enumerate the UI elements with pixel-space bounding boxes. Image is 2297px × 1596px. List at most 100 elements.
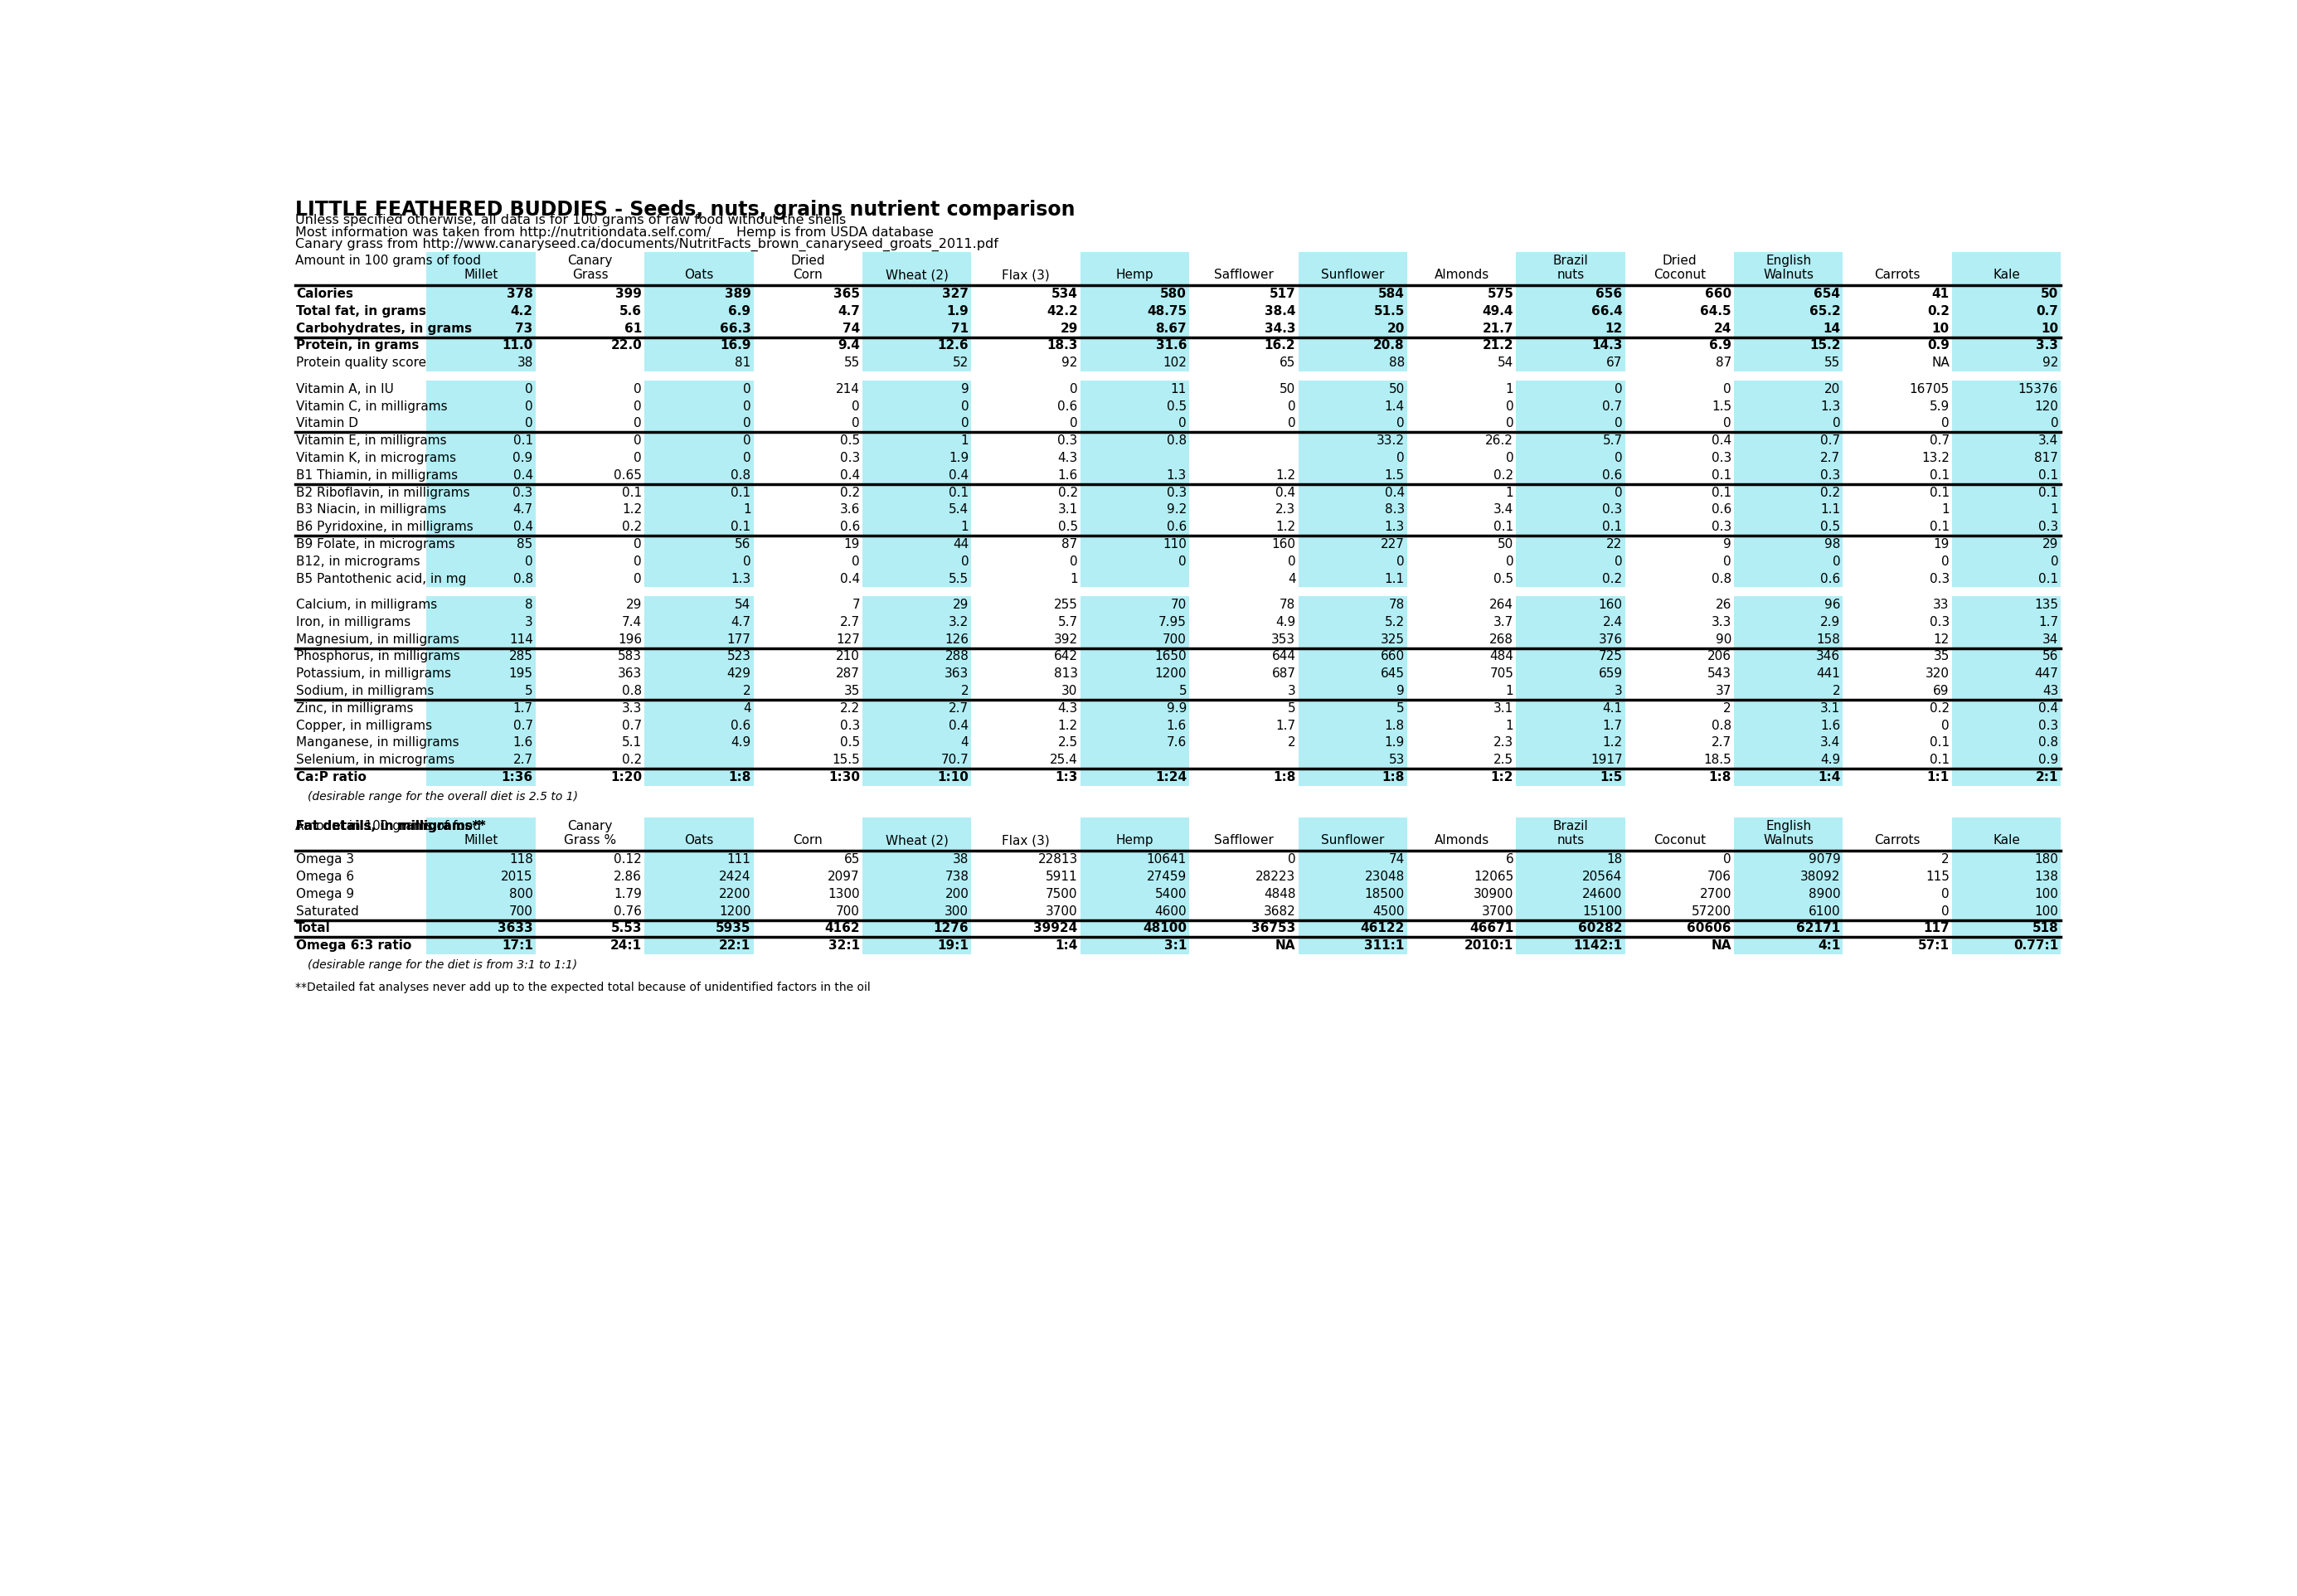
Text: 1:4: 1:4 [1817,771,1840,784]
Text: 3.6: 3.6 [841,504,859,516]
Text: Flax (3): Flax (3) [1001,835,1050,847]
Bar [1734,717,1842,734]
Text: 0.9: 0.9 [2037,753,2058,766]
Text: 19:1: 19:1 [937,940,969,951]
Text: 15.5: 15.5 [832,753,859,766]
Text: Manganese, in milligrams: Manganese, in milligrams [296,737,459,749]
Text: 0: 0 [1941,720,1950,731]
Text: 1: 1 [2051,504,2058,516]
Text: 376: 376 [1599,634,1622,645]
Bar [427,613,535,630]
Bar [861,286,972,303]
Text: 1: 1 [1505,685,1514,697]
Text: 1.7: 1.7 [2037,616,2058,629]
Text: 180: 180 [2035,854,2058,865]
Text: 0.1: 0.1 [1929,753,1950,766]
Bar [427,536,535,552]
Text: 18.3: 18.3 [1047,340,1077,351]
Text: 2.3: 2.3 [1493,737,1514,749]
Text: 1:8: 1:8 [1383,771,1403,784]
Text: 81: 81 [735,358,751,369]
Bar [861,433,972,450]
Bar [861,699,972,717]
Text: 1.3: 1.3 [730,573,751,584]
Text: 1.9: 1.9 [949,452,969,464]
Text: 0: 0 [1289,854,1296,865]
Text: 0: 0 [526,401,533,412]
Text: 0: 0 [1941,555,1950,568]
Text: 29: 29 [625,598,641,611]
Bar [1080,613,1190,630]
Bar [1298,734,1408,752]
Text: 69: 69 [1934,685,1950,697]
Text: 0.8: 0.8 [1711,720,1732,731]
Text: 92: 92 [2042,358,2058,369]
Bar [1080,286,1190,303]
Text: 0: 0 [1397,418,1403,429]
Text: 19: 19 [843,538,859,551]
Text: 1.4: 1.4 [1385,401,1403,412]
Text: 1:3: 1:3 [1054,771,1077,784]
Bar [1516,380,1624,397]
Bar [1952,903,2060,919]
Text: 0: 0 [1615,383,1622,396]
Text: 0.3: 0.3 [2037,520,2058,533]
Text: Grass %: Grass % [563,835,616,847]
Text: 2.7: 2.7 [512,753,533,766]
Bar [1298,613,1408,630]
Text: 5.53: 5.53 [611,922,641,935]
Bar [1734,397,1842,415]
Bar [1298,397,1408,415]
Text: 16.2: 16.2 [1263,340,1296,351]
Text: 0: 0 [1615,452,1622,464]
Text: Dried: Dried [1663,255,1697,267]
Bar [1080,817,1190,851]
Bar [861,519,972,536]
Text: 65: 65 [1279,358,1296,369]
Text: 1:8: 1:8 [728,771,751,784]
Text: 35: 35 [843,685,859,697]
Text: 1200: 1200 [1155,667,1188,680]
Text: 135: 135 [2035,598,2058,611]
Bar [645,397,753,415]
Bar [1952,734,2060,752]
Bar [1080,919,1190,937]
Bar [1298,466,1408,484]
Text: Sunflower: Sunflower [1321,268,1385,281]
Text: 4.2: 4.2 [510,305,533,318]
Bar [1952,380,2060,397]
Bar [1734,699,1842,717]
Bar [1298,886,1408,903]
Text: 9: 9 [1723,538,1732,551]
Text: 4848: 4848 [1263,887,1296,900]
Text: 44: 44 [953,538,969,551]
Bar [1952,666,2060,683]
Bar [1080,851,1190,868]
Bar [1734,597,1842,613]
Text: 1.6: 1.6 [1819,720,1840,731]
Bar [645,699,753,717]
Text: 1:2: 1:2 [1491,771,1514,784]
Text: 0.5: 0.5 [1822,520,1840,533]
Text: 0.3: 0.3 [1819,469,1840,482]
Text: Walnuts: Walnuts [1764,268,1815,281]
Text: 584: 584 [1378,287,1403,300]
Text: 0.76: 0.76 [613,905,641,918]
Text: 56: 56 [2042,651,2058,662]
Text: 3: 3 [1289,685,1296,697]
Text: 2.9: 2.9 [1819,616,1840,629]
Text: 0.1: 0.1 [2037,487,2058,498]
Text: 1.79: 1.79 [613,887,641,900]
Text: 24: 24 [1714,322,1732,335]
Bar [427,868,535,886]
Bar [1952,752,2060,769]
Text: 42.2: 42.2 [1047,305,1077,318]
Text: Calcium, in milligrams: Calcium, in milligrams [296,598,436,611]
Text: 9: 9 [1397,685,1403,697]
Bar [861,666,972,683]
Text: 1.8: 1.8 [1385,720,1403,731]
Text: 20: 20 [1387,322,1403,335]
Text: 645: 645 [1380,667,1403,680]
Text: 5400: 5400 [1155,887,1188,900]
Text: 1:8: 1:8 [1273,771,1296,784]
